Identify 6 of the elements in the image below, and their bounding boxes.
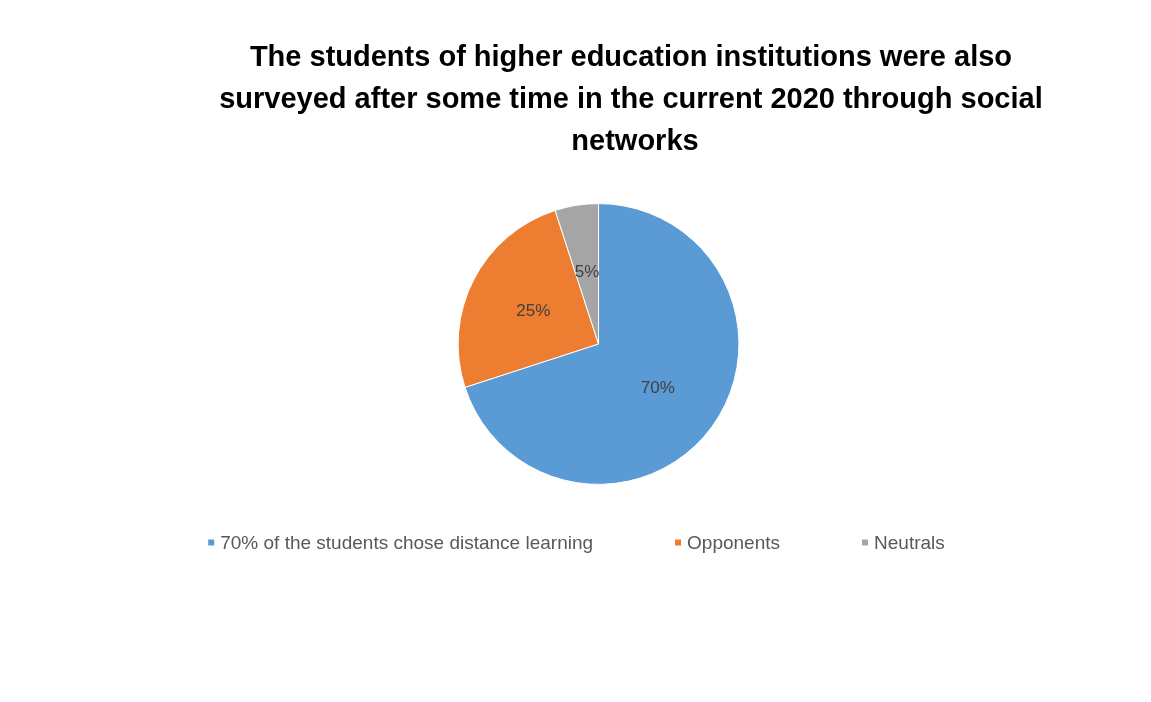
- chart-title: The students of higher education institutions were also surveyed after some time in the current 2020 through social networks: [219, 40, 1051, 156]
- data-label: 25%: [516, 301, 551, 321]
- legend-label: Neutrals: [874, 532, 945, 553]
- data-label: 70%: [640, 377, 675, 397]
- legend-label: 70% of the students chose distance learning: [220, 532, 594, 553]
- legend-label: Opponents: [687, 532, 781, 553]
